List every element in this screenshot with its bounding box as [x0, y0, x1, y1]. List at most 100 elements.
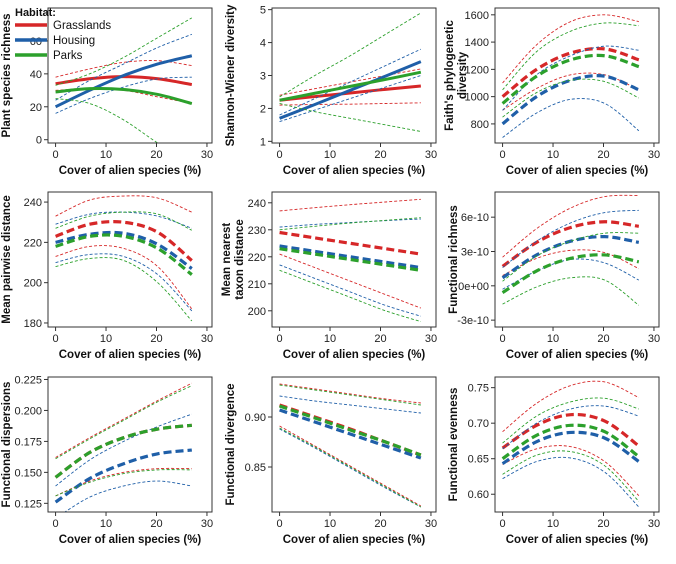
- x-tick-label: 0: [277, 333, 283, 345]
- x-axis-title: Cover of alien species (%): [59, 165, 202, 177]
- y-axis-title: Faith's phylogeneticdiversity: [444, 20, 469, 131]
- series-line-housing-upper-ci: [279, 48, 422, 116]
- y-tick-label: 200: [248, 306, 266, 318]
- series-line-grasslands: [279, 230, 422, 256]
- series-line-housing: [55, 230, 193, 270]
- x-tick-label: 30: [425, 333, 437, 345]
- series-line-parks-lower-ci: [502, 450, 640, 502]
- y-tick-label: 0.70: [468, 418, 489, 430]
- y-tick-label: 60: [30, 36, 42, 48]
- y-axis-title: Mean nearesttaxon distance: [221, 219, 246, 300]
- y-axis-title-line: Functional dispersions: [1, 382, 13, 508]
- series-line-parks-upper-ci: [55, 17, 193, 86]
- y-tick-label: 0.90: [245, 412, 266, 424]
- legend-label-parks: Parks: [53, 50, 83, 62]
- series-line-housing-lower-ci: [502, 456, 640, 508]
- series-line-parks-upper-ci: [279, 12, 422, 98]
- x-axis-title: Cover of alien species (%): [283, 534, 426, 546]
- series-line-housing: [54, 54, 193, 109]
- y-tick-label: 0.175: [14, 436, 42, 448]
- series-line-grasslands: [501, 46, 640, 98]
- series-line-housing: [279, 244, 422, 270]
- y-axis-title-line: diversity: [457, 51, 469, 99]
- panel-5: 0 10 20 30 200 210 220 230 240 Cover of alien spe…: [221, 191, 437, 361]
- y-tick-label: 5: [260, 5, 266, 17]
- series-line-housing-lower-ci: [64, 480, 192, 512]
- x-tick-label: 0: [277, 149, 283, 161]
- series-line-parks-lower-ci: [279, 103, 421, 132]
- series-group: [279, 198, 422, 323]
- series-line-housing-upper-ci: [55, 211, 192, 229]
- series-line-housing-upper-ci: [502, 209, 639, 268]
- y-tick-label: 0e+00: [458, 281, 489, 293]
- series-line-parks-upper-ci: [502, 22, 639, 91]
- y-tick-label: 0.125: [14, 498, 42, 510]
- y-axis-title: Mean pairwise distance: [1, 195, 13, 323]
- series-line-grasslands-upper-ci: [279, 383, 421, 404]
- x-axis-title: Cover of alien species (%): [283, 349, 426, 361]
- series-line-parks: [279, 247, 422, 272]
- chart-panels: 0 10 20 30 0 20 40 60 Cover of alien species (%)…: [1, 4, 660, 546]
- y-axis-title-line: Mean pairwise distance: [1, 195, 13, 323]
- series-line-housing-lower-ci: [279, 428, 422, 508]
- series-line-parks: [501, 253, 640, 295]
- y-tick-label: 230: [248, 225, 266, 237]
- series-line-grasslands-lower-ci: [55, 245, 193, 310]
- series-group: [501, 380, 640, 508]
- y-tick-label: 0: [36, 135, 42, 147]
- plot-frame: [494, 7, 660, 144]
- series-line-parks-upper-ci: [279, 384, 421, 406]
- series-line-parks-upper-ci: [502, 397, 639, 444]
- y-axis-title-line: Functional richness: [448, 205, 460, 314]
- series-line-housing-upper-ci: [55, 33, 192, 101]
- series-line-parks-upper-ci: [279, 217, 421, 231]
- series-line-grasslands-upper-ci: [502, 380, 640, 433]
- x-tick-label: 10: [547, 518, 559, 530]
- series-line-housing-upper-ci: [55, 413, 192, 487]
- plot-frame: [494, 376, 660, 513]
- series-line-housing-lower-ci: [55, 253, 193, 312]
- y-tick-label: 220: [24, 237, 42, 249]
- y-axis-title: Shannon-Wiener diversity: [225, 4, 237, 146]
- legend-label-grasslands: Grasslands: [53, 20, 111, 32]
- series-line-parks-upper-ci: [55, 385, 193, 460]
- x-tick-label: 10: [324, 333, 336, 345]
- x-tick-label: 30: [201, 149, 213, 161]
- panel-1: 0 10 20 30 0 20 40 60 Cover of alien species (%)…: [1, 7, 213, 177]
- series-line-parks: [501, 423, 640, 461]
- y-tick-label: 240: [24, 197, 42, 209]
- x-tick-label: 0: [53, 518, 59, 530]
- series-line-parks-lower-ci: [502, 276, 640, 306]
- series-line-housing: [501, 430, 640, 466]
- y-axis-title: Functional divergence: [225, 383, 237, 505]
- series-line-housing-lower-ci: [279, 75, 421, 123]
- x-tick-label: 10: [100, 149, 112, 161]
- series-group: [54, 382, 193, 512]
- y-tick-label: 240: [248, 198, 266, 210]
- series-line-grasslands-lower-ci: [55, 467, 192, 497]
- y-tick-label: 1400: [465, 37, 489, 49]
- y-tick-label: 0.85: [245, 462, 266, 474]
- series-line-housing-upper-ci: [502, 405, 639, 450]
- y-tick-label: 180: [24, 318, 42, 330]
- plot-frame: [271, 191, 437, 328]
- x-tick-label: 20: [150, 149, 162, 161]
- x-axis-title: Cover of alien species (%): [506, 165, 649, 177]
- x-tick-label: 0: [500, 333, 506, 345]
- x-tick-label: 20: [597, 333, 609, 345]
- y-tick-label: 40: [30, 69, 42, 81]
- panel-2: 0 10 20 30 1 2 3 4 5 Cover of alien species (%) Sh…: [225, 4, 437, 177]
- x-tick-label: 10: [547, 333, 559, 345]
- panel-7: 0 10 20 30 0.125 0.150 0.175 0.200 0.225 Cover of…: [1, 374, 213, 546]
- y-axis-title-line: Functional evenness: [448, 388, 460, 502]
- series-group: [279, 12, 422, 132]
- series-line-parks-lower-ci: [55, 257, 193, 322]
- series-line-housing: [501, 74, 640, 126]
- x-tick-label: 20: [150, 333, 162, 345]
- y-tick-label: 200: [24, 278, 42, 290]
- y-axis-title-line: taxon distance: [234, 219, 246, 300]
- y-axis-title-line: Plant species richness: [1, 13, 13, 137]
- x-axis-title: Cover of alien species (%): [59, 349, 202, 361]
- x-tick-label: 0: [53, 333, 59, 345]
- x-axis-title: Cover of alien species (%): [283, 165, 426, 177]
